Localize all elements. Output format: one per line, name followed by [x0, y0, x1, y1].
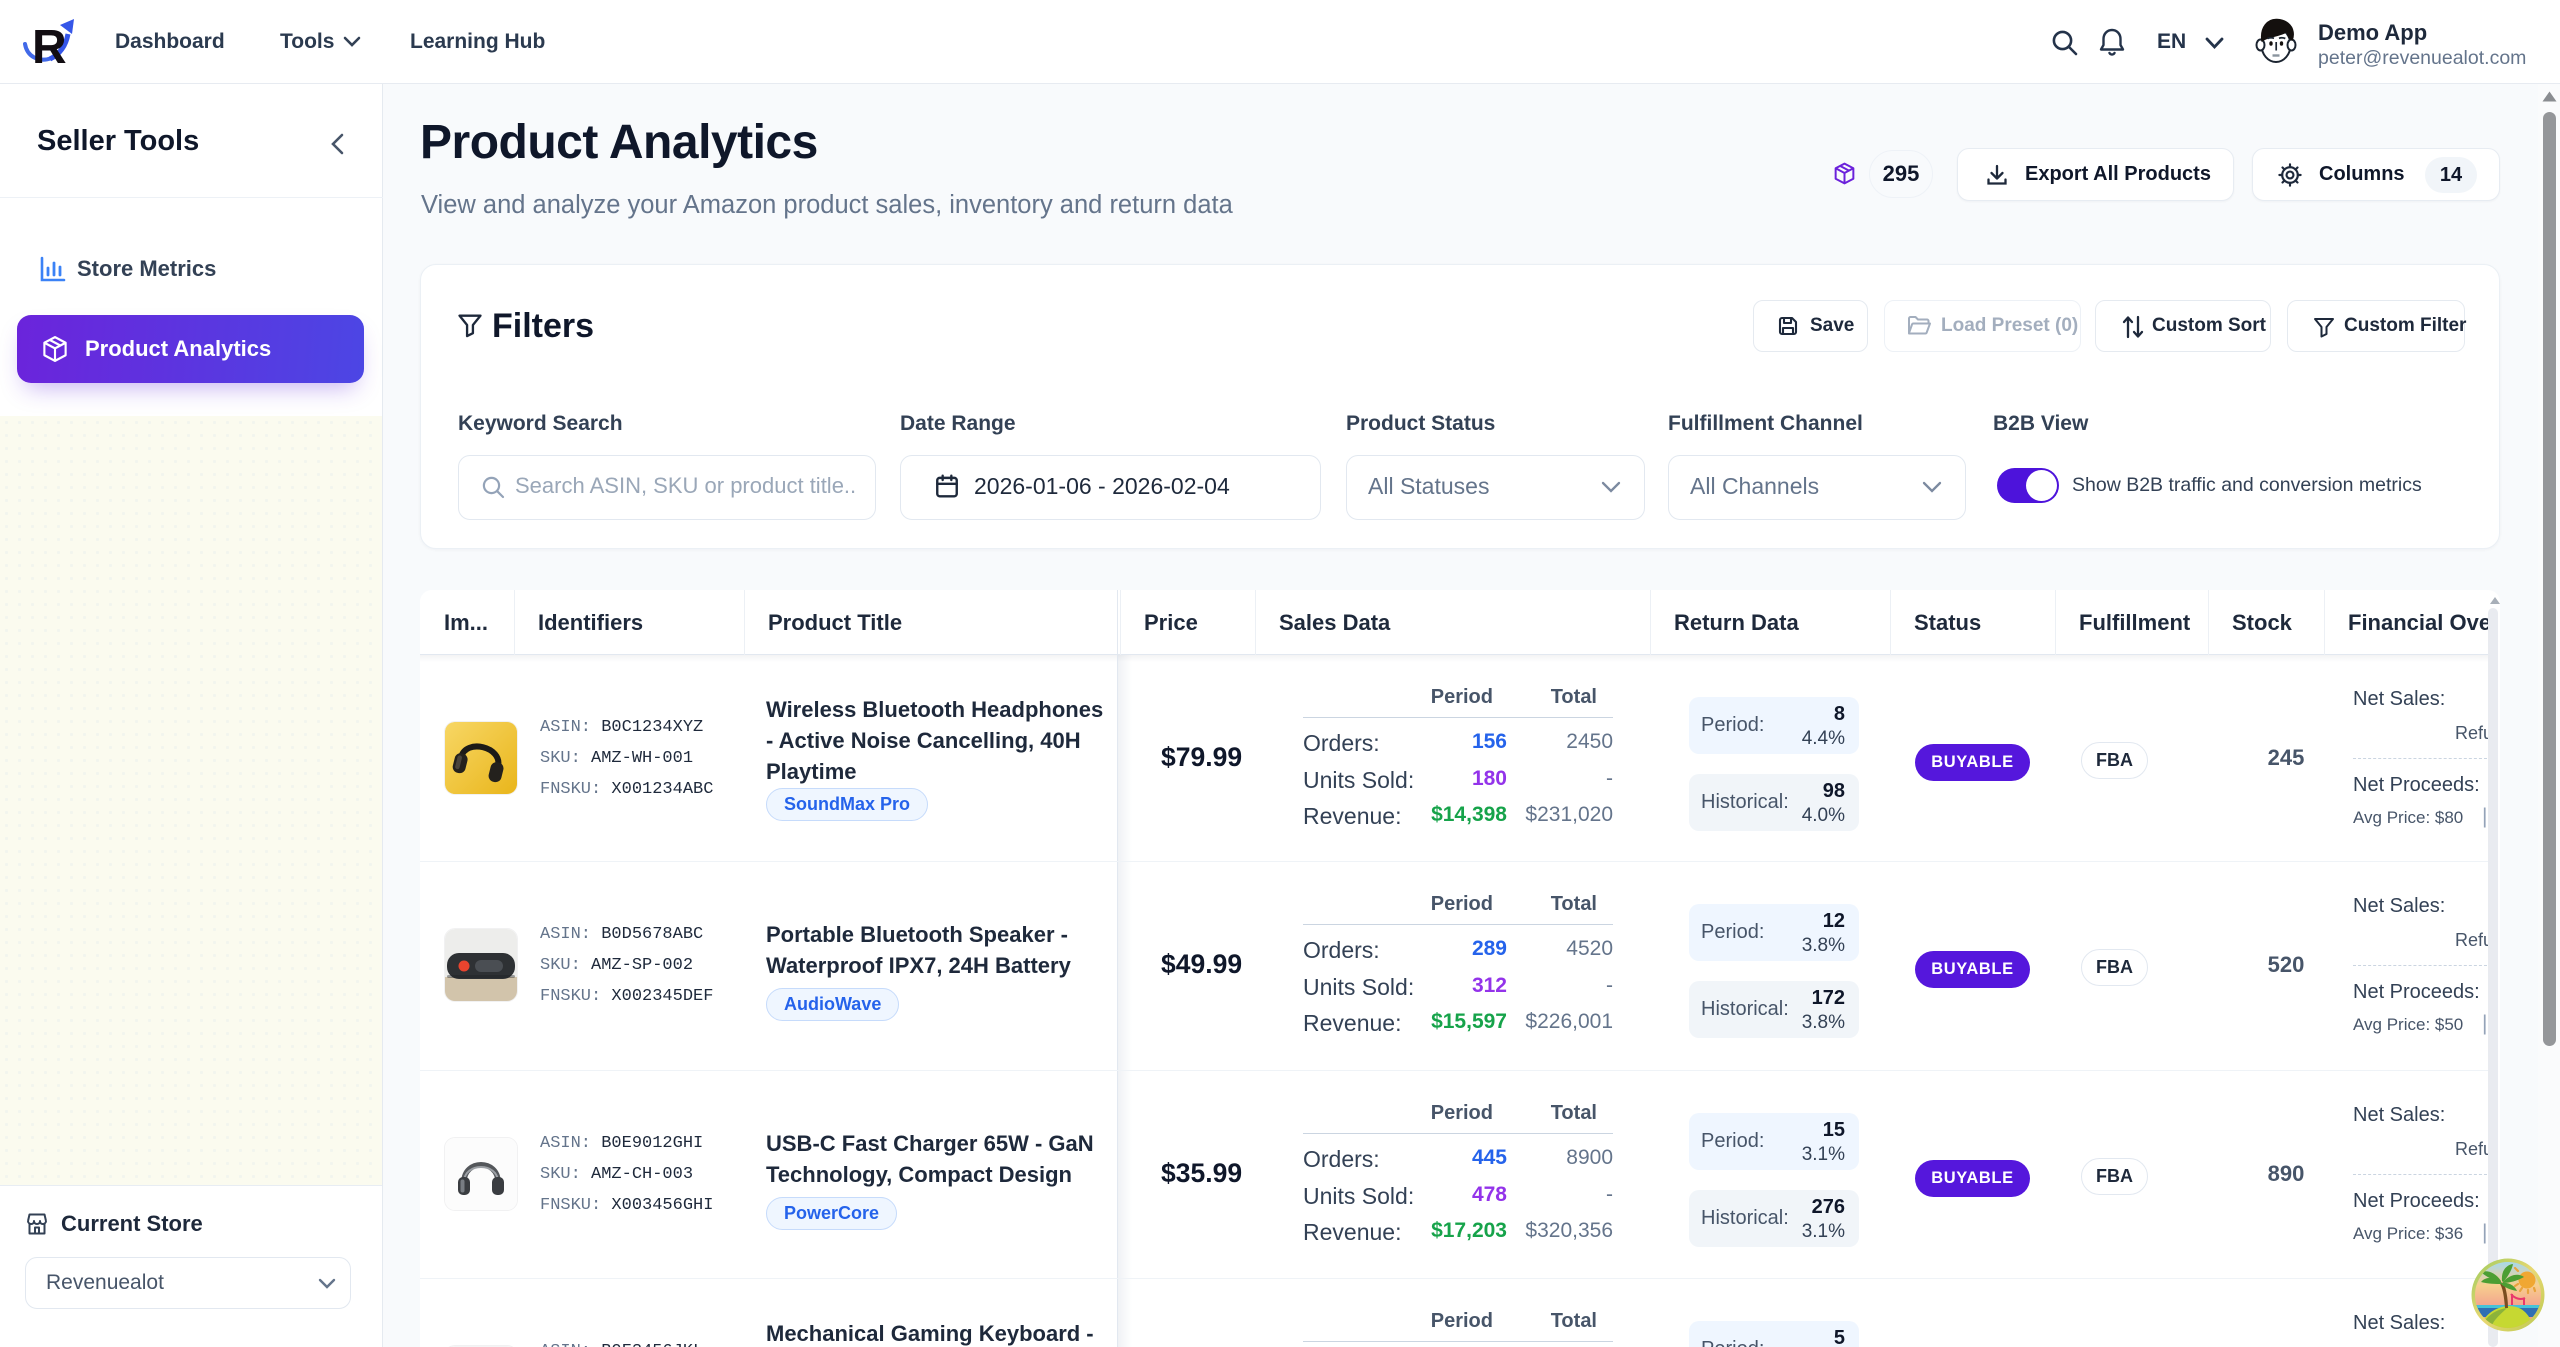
- svg-text:R: R: [32, 21, 67, 72]
